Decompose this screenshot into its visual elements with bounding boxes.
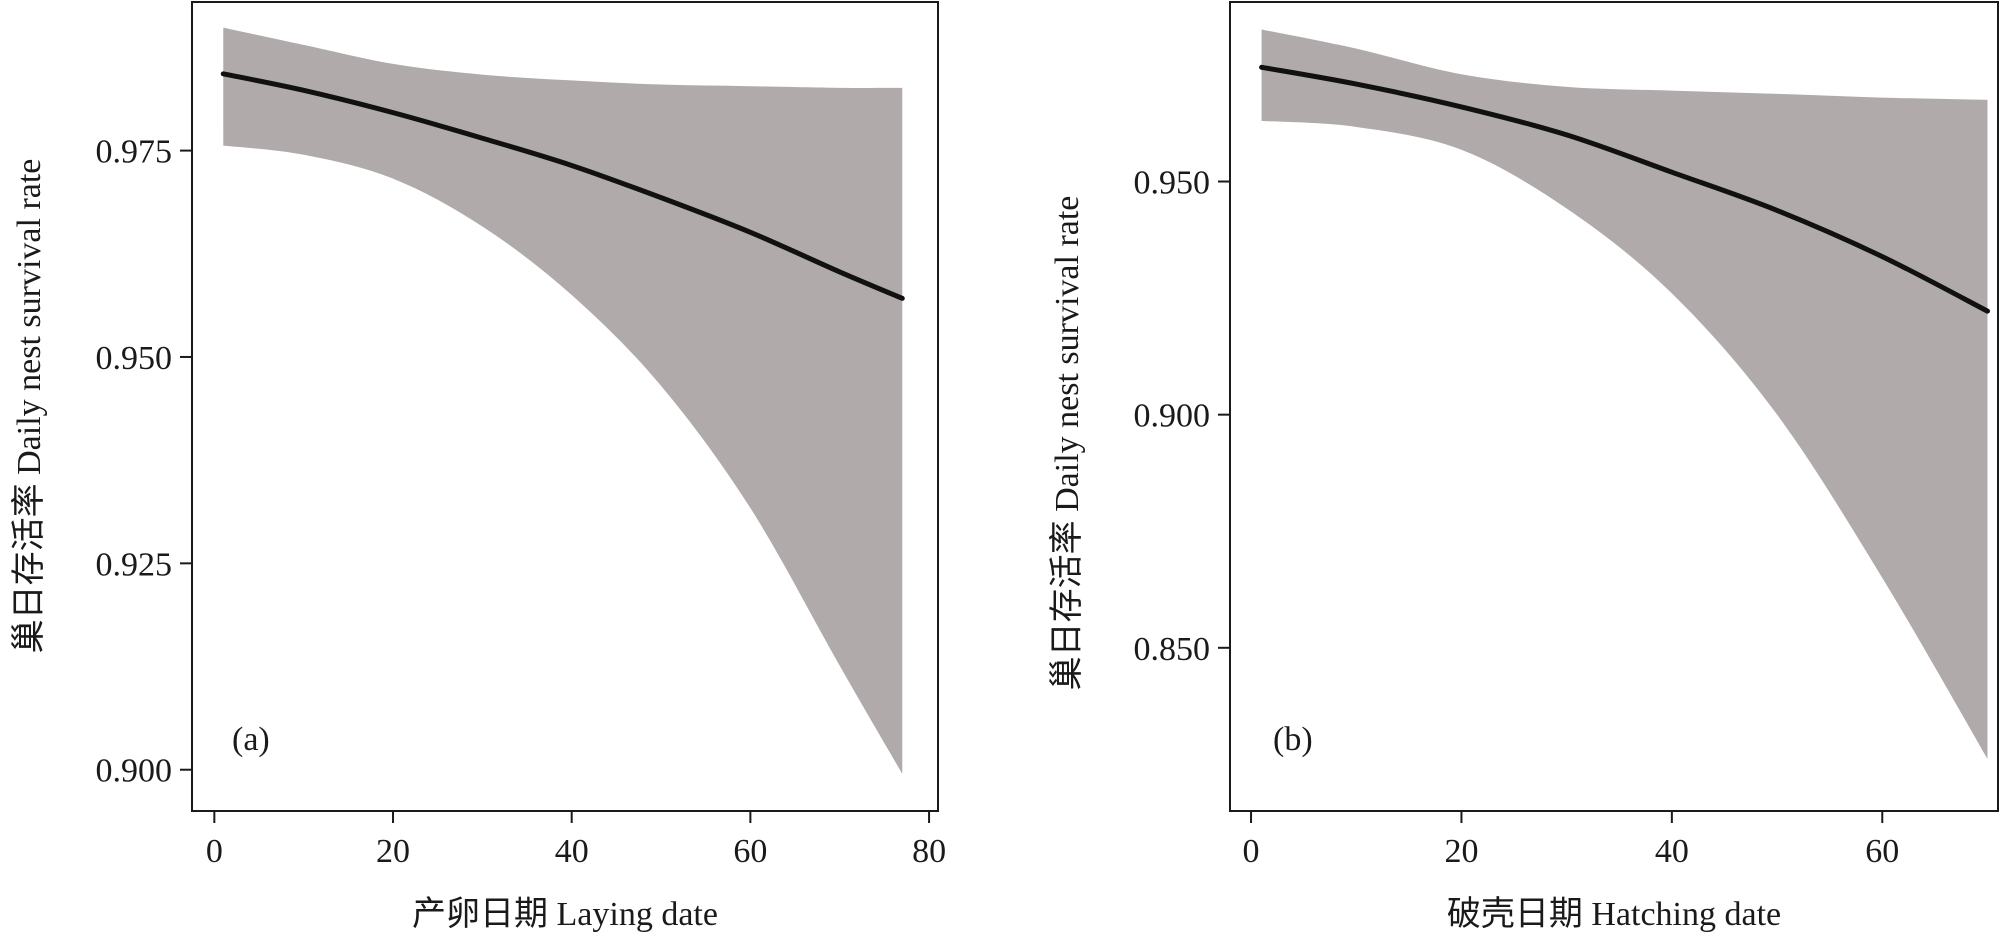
panel-label: (a)	[232, 721, 270, 758]
plot-frame	[1229, 1, 1999, 812]
survival-estimate-line	[220, 71, 905, 301]
survival-estimate-line	[1259, 64, 1990, 314]
x-tick-label: 40	[1655, 833, 1689, 870]
confidence-band	[1261, 29, 1988, 759]
y-tick-label: 0.900	[96, 753, 173, 790]
y-axis-title: 巢日存活率 Daily nest survival rate	[1048, 196, 1086, 691]
x-tick-label: 20	[376, 833, 410, 870]
confidence-band	[223, 27, 903, 774]
x-tick-label: 60	[733, 833, 767, 870]
x-tick-label: 60	[1865, 833, 1899, 870]
x-tick-label: 20	[1444, 833, 1478, 870]
x-tick-label: 0	[206, 833, 223, 870]
y-tick-label: 0.925	[96, 546, 173, 583]
y-tick-label: 0.850	[1134, 631, 1211, 668]
y-tick-label: 0.950	[1134, 165, 1211, 202]
x-axis-title: 破壳日期 Hatching date	[1447, 895, 1781, 933]
y-tick-label: 0.900	[1134, 398, 1211, 435]
plot-frame	[191, 1, 939, 812]
y-axis-title: 巢日存活率 Daily nest survival rate	[10, 159, 48, 654]
panel-b: 0 20 40 60 0.850 0.900 0.950 破壳日期 Hatching date…	[1048, 1, 1999, 933]
panel-a: 0 20 40 60 80 0.900 0.925 0.950 0.975 产卵日期 Laying…	[10, 1, 946, 933]
x-tick-label: 0	[1243, 833, 1260, 870]
y-tick-label: 0.975	[96, 134, 173, 171]
x-tick-label: 40	[555, 833, 589, 870]
x-tick-label: 80	[912, 833, 946, 870]
y-tick-label: 0.950	[96, 340, 173, 377]
x-axis-title: 产卵日期 Laying date	[412, 895, 718, 933]
panel-label: (b)	[1273, 721, 1313, 758]
